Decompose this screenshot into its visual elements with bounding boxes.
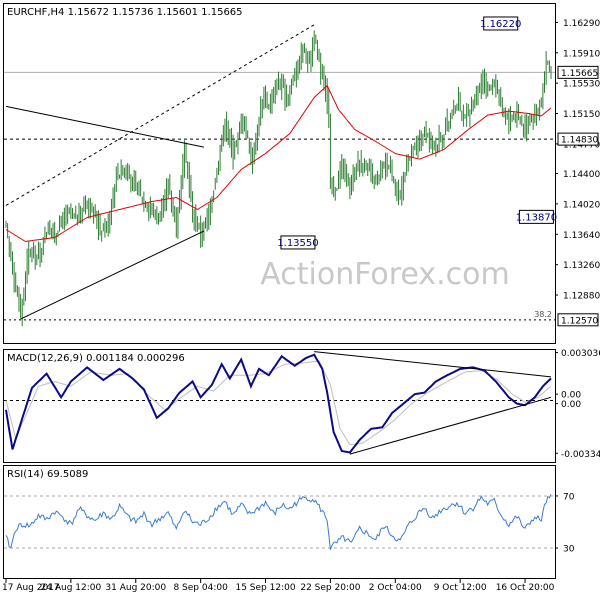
- macd-upper-line: [314, 351, 552, 378]
- price-axis-label: 1.13640: [563, 231, 600, 241]
- price-annotation-box: [280, 235, 316, 250]
- price-annotation-box: [483, 16, 519, 31]
- moving-average-line: [5, 84, 552, 243]
- lower-channel-trendline: [20, 230, 205, 320]
- price-annotation-box: [518, 209, 554, 224]
- x-axis-label: 15 Sep 12:00: [235, 583, 295, 593]
- rsi-axis-label: 70: [563, 492, 575, 502]
- x-axis-label: 9 Oct 12:00: [434, 583, 487, 593]
- rsi-axis-layer: 70 30: [555, 492, 575, 555]
- price-annotation-label: 1.13550: [277, 238, 318, 249]
- x-axis-label: 16 Oct 20:00: [496, 583, 555, 593]
- rsi-title: RSI(14) 69.5089: [7, 469, 88, 480]
- rsi-layer: [4, 494, 555, 550]
- macd-signal-line: [5, 360, 552, 446]
- price-chart-title: EURCHF,H4 1.15672 1.15736 1.15601 1.1566…: [7, 7, 243, 18]
- macd-axis-label: 0.00: [561, 391, 581, 401]
- price-annotation-label: 1.13870: [516, 212, 557, 223]
- macd-axis-label: 0.003036: [561, 349, 600, 359]
- price-bars-layer: [5, 30, 552, 327]
- price-trendline-layer: [5, 24, 315, 320]
- price-axis-layer: 1.162901.159101.155301.151501.147701.144…: [555, 19, 600, 327]
- current-price-tag: 1.15665: [561, 69, 598, 79]
- rsi-axis-label: 30: [563, 545, 575, 555]
- macd-title: MACD(12,26,9) 0.001184 0.000296: [7, 353, 185, 364]
- descending-resistance-trendline: [5, 105, 204, 148]
- price-axis-label: 1.14400: [563, 170, 600, 180]
- watermark-text: ActionForex.com: [260, 257, 509, 292]
- price-axis-label: 1.13260: [563, 261, 600, 271]
- support-level-tag-box: [557, 132, 599, 146]
- price-sma-layer: [5, 84, 552, 243]
- price-annotation-label: 1.16220: [480, 19, 521, 30]
- price-grid-layer: 38.2: [4, 71, 555, 321]
- current-price-tag-box: [557, 65, 599, 79]
- x-axis-label: 31 Aug 20:00: [105, 583, 166, 593]
- fib-level-tag-box: [557, 313, 599, 327]
- macd-layer: [4, 351, 555, 455]
- macd-main-line: [5, 353, 552, 454]
- x-axis-label: 17 Aug 2017: [2, 583, 60, 593]
- price-axis-label: 1.15910: [563, 49, 600, 59]
- price-axis-label: 1.16290: [563, 19, 600, 29]
- macd-panel-frame: [3, 349, 556, 463]
- price-axis-label: 1.14020: [563, 200, 600, 210]
- price-axis-label: 1.12880: [563, 292, 600, 302]
- x-axis-label: 8 Sep 04:00: [173, 583, 228, 593]
- fib-label: 38.2: [534, 310, 552, 319]
- x-axis-label: 2 Oct 04:00: [369, 583, 422, 593]
- x-axis-label: 24 Aug 12:00: [41, 583, 102, 593]
- price-axis-label: 1.15530: [563, 80, 600, 90]
- x-axis-label: 22 Sep 20:00: [300, 583, 360, 593]
- price-axis-label: 1.15150: [563, 110, 600, 120]
- fib-level-tag: 1.12570: [561, 316, 598, 326]
- macd-lower-line: [349, 396, 552, 455]
- macd-axis-label: 0.00: [561, 400, 581, 410]
- rsi-panel-frame: [3, 465, 556, 579]
- rsi-line: [5, 494, 552, 550]
- price-annotation-layer: 1.16220 1.13550 1.13870: [277, 16, 557, 250]
- support-level-tag: 1.14830: [561, 136, 598, 146]
